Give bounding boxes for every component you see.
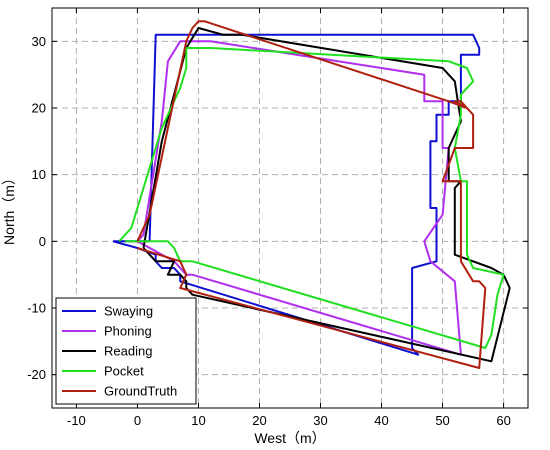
legend-label: Phoning: [104, 324, 152, 339]
y-tick-label: 30: [32, 34, 46, 49]
y-tick-label: 20: [32, 101, 46, 116]
series-line-reading: [142, 27, 511, 363]
series-line-pocket: [118, 47, 505, 349]
y-tick-label: 0: [39, 234, 46, 249]
x-axis-label: West（m）: [254, 430, 325, 446]
x-tick-label: 20: [252, 413, 266, 428]
x-tick-label: 40: [374, 413, 388, 428]
x-tick-label: 60: [496, 413, 510, 428]
legend-label: Pocket: [104, 364, 144, 379]
x-tick-label: 10: [191, 413, 205, 428]
series-line-swaying: [112, 33, 481, 356]
y-axis-label: North（m）: [1, 171, 17, 245]
x-tick-label: 50: [435, 413, 449, 428]
y-tick-label: -10: [27, 301, 46, 316]
legend: Swaying Phoning Reading Pocket GroundTruth: [55, 297, 197, 405]
legend-label: GroundTruth: [104, 384, 177, 399]
series-lines: [112, 20, 511, 369]
legend-label: Swaying: [104, 304, 153, 319]
y-tick-label: 10: [32, 167, 46, 182]
series-line-groundtruth: [136, 20, 487, 369]
x-tick-label: 0: [134, 413, 141, 428]
plot-frame: [51, 7, 529, 409]
legend-label: Reading: [104, 344, 152, 359]
y-tick-label: -20: [27, 367, 46, 382]
x-tick-label: 30: [313, 413, 327, 428]
x-tick-label: -10: [67, 413, 86, 428]
